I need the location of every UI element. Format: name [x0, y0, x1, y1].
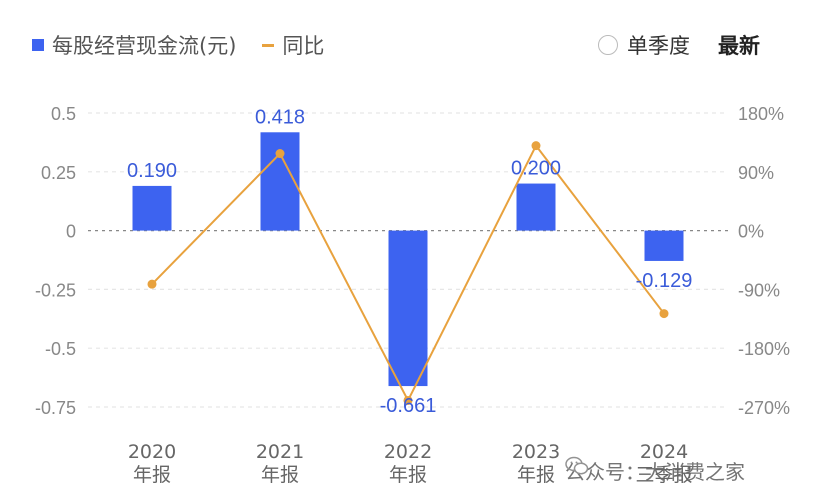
- bar: [516, 183, 556, 231]
- legend-bar-label: 每股经营现金流(元): [52, 34, 237, 58]
- right-tick-label: 180%: [738, 104, 784, 124]
- category-label: 2020 年报: [128, 441, 176, 486]
- left-tick-label: -0.5: [45, 339, 76, 359]
- bar: [260, 132, 300, 231]
- bar: [644, 230, 684, 261]
- bar-data-label: -0.661: [380, 395, 437, 417]
- left-tick-label: 0: [66, 222, 76, 242]
- bar: [132, 185, 172, 231]
- left-tick-label: 0.25: [41, 163, 76, 183]
- right-tick-label: 0%: [738, 222, 764, 242]
- yoy-point: [659, 309, 669, 319]
- bar-data-label: -0.129: [636, 270, 693, 292]
- category-label: 2023 年报: [512, 441, 560, 486]
- category-label: 2022 年报: [384, 441, 432, 486]
- chart-controls: 单季度 最新: [598, 30, 760, 60]
- wechat-icon: [565, 456, 589, 475]
- bar: [388, 230, 428, 387]
- category-label: 2024 三季报: [635, 441, 692, 486]
- right-tick-label: 90%: [738, 163, 774, 183]
- latest-button[interactable]: 最新: [718, 34, 760, 58]
- right-tick-label: -90%: [738, 280, 780, 300]
- season-radio[interactable]: [598, 35, 618, 55]
- right-tick-label: -180%: [738, 339, 790, 359]
- legend-bar-swatch: [32, 39, 44, 51]
- chart-legend: 每股经营现金流(元) 同比: [32, 30, 324, 60]
- watermark-text: 公众号：大消费之家: [565, 460, 745, 484]
- legend-line-label: 同比: [282, 34, 325, 58]
- season-label[interactable]: 单季度: [627, 34, 690, 58]
- right-tick-label: -270%: [738, 398, 790, 418]
- yoy-point: [275, 149, 285, 159]
- bar-data-label: 0.190: [127, 160, 177, 182]
- left-tick-label: 0.5: [51, 104, 76, 124]
- left-tick-label: -0.75: [35, 398, 76, 418]
- yoy-point: [403, 395, 413, 405]
- category-label: 2021 年报: [256, 441, 304, 486]
- left-tick-label: -0.25: [35, 280, 76, 300]
- legend-line-swatch: [262, 43, 275, 47]
- bar-data-label: 0.200: [511, 158, 561, 180]
- yoy-point: [531, 141, 541, 151]
- yoy-point: [147, 279, 157, 289]
- watermark: 公众号：大消费之家: [565, 456, 745, 485]
- bar-data-label: 0.418: [255, 106, 305, 128]
